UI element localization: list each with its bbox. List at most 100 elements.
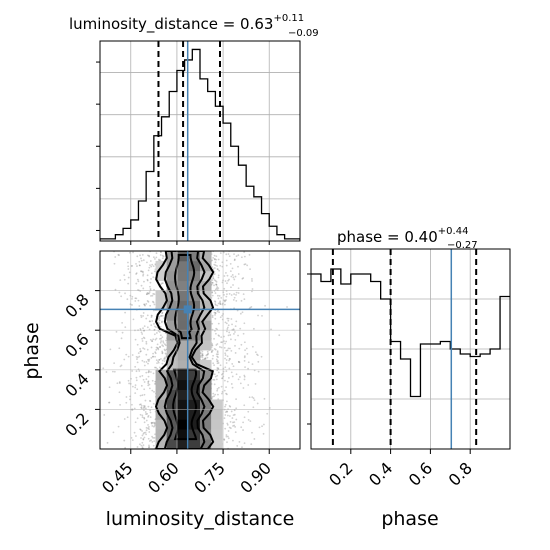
density-point [155, 346, 158, 349]
density-point [215, 255, 218, 258]
density-point [253, 399, 256, 402]
density-point [227, 324, 230, 327]
density-cell [188, 419, 201, 430]
density-point [243, 375, 246, 378]
density-point [242, 277, 245, 279]
density-point [203, 358, 206, 360]
density-point [217, 356, 219, 359]
density-point [146, 293, 148, 295]
density-point [144, 407, 147, 410]
density-cell [166, 300, 179, 311]
hist-step-phase [311, 268, 510, 398]
density-cell [177, 359, 190, 371]
density-point [233, 409, 236, 412]
density-point [211, 291, 213, 294]
density-cell [188, 350, 201, 361]
density-point [147, 362, 149, 365]
density-point [224, 354, 227, 356]
xtick-label-phase-1: 0.4 [365, 458, 396, 489]
density-cell [200, 270, 212, 282]
density-point [118, 291, 121, 294]
density-point [154, 338, 157, 341]
density-point [149, 411, 152, 414]
xtick-label-ld-0: 0.45 [98, 458, 137, 497]
density-point [243, 416, 246, 419]
density-point [145, 413, 147, 415]
density-point [234, 325, 237, 328]
density-point [233, 333, 235, 335]
density-point [121, 322, 124, 324]
density-point [147, 382, 150, 385]
density-point [232, 439, 234, 442]
density-cell [211, 419, 223, 430]
density-point [215, 327, 218, 330]
density-point [237, 334, 239, 337]
density-point [152, 437, 154, 439]
density-point [161, 359, 164, 362]
density-point [217, 386, 220, 389]
density-cell [177, 389, 190, 400]
density-point [228, 357, 231, 360]
density-point [217, 274, 220, 277]
ytick-label-phase-1: 0.4 [61, 369, 92, 400]
density-point [231, 267, 234, 270]
density-point [228, 255, 231, 258]
density-point [148, 383, 151, 386]
yticks-phase: 0.2 0.4 0.6 0.8 [61, 290, 100, 440]
density-point [154, 382, 156, 385]
density-point [232, 299, 235, 301]
density-cell [188, 310, 201, 321]
density-cell [177, 280, 190, 291]
density-point [136, 417, 139, 420]
title-luminosity-distance-plus: +0.11 [273, 13, 304, 24]
density-point [211, 281, 214, 284]
density-point [138, 355, 141, 358]
density-point [216, 268, 219, 270]
contour-outer [154, 251, 215, 449]
density-point [146, 314, 149, 317]
density-point [252, 327, 255, 330]
density-cell [177, 350, 190, 361]
density-point [148, 428, 150, 431]
density-point [135, 435, 137, 437]
density-point [136, 358, 138, 360]
density-point [223, 346, 226, 349]
density-point [131, 295, 134, 298]
density-point [148, 444, 150, 447]
density-point [120, 295, 123, 298]
density-point [223, 335, 225, 338]
density-point [223, 293, 225, 296]
density-point [131, 403, 133, 406]
density-point [252, 397, 255, 400]
title-luminosity-distance: luminosity_distance = 0.63+0.11 [69, 13, 304, 34]
density-point [227, 319, 230, 322]
density-point [227, 279, 229, 282]
density-point [217, 371, 220, 374]
density-point [236, 445, 239, 447]
density-point [127, 261, 129, 264]
density-point [221, 314, 224, 317]
density-point [237, 361, 240, 363]
density-point [247, 384, 250, 386]
density-point [134, 421, 137, 424]
density-point [154, 352, 157, 355]
density-point [160, 315, 163, 317]
density-point [153, 303, 156, 306]
density-point [251, 431, 253, 434]
density-point [264, 304, 266, 307]
density-point [123, 358, 126, 361]
density-point [152, 256, 155, 259]
density-point [215, 258, 218, 261]
density-point [164, 344, 167, 347]
density-point [145, 302, 148, 305]
density-point [136, 356, 139, 359]
density-point [161, 312, 164, 315]
density-point [142, 259, 145, 262]
density-point [225, 435, 228, 438]
density-point [127, 282, 130, 285]
density-point [151, 320, 154, 322]
density-point [217, 276, 220, 279]
density-point [112, 431, 115, 434]
density-point [137, 352, 140, 354]
density-point [124, 311, 127, 314]
